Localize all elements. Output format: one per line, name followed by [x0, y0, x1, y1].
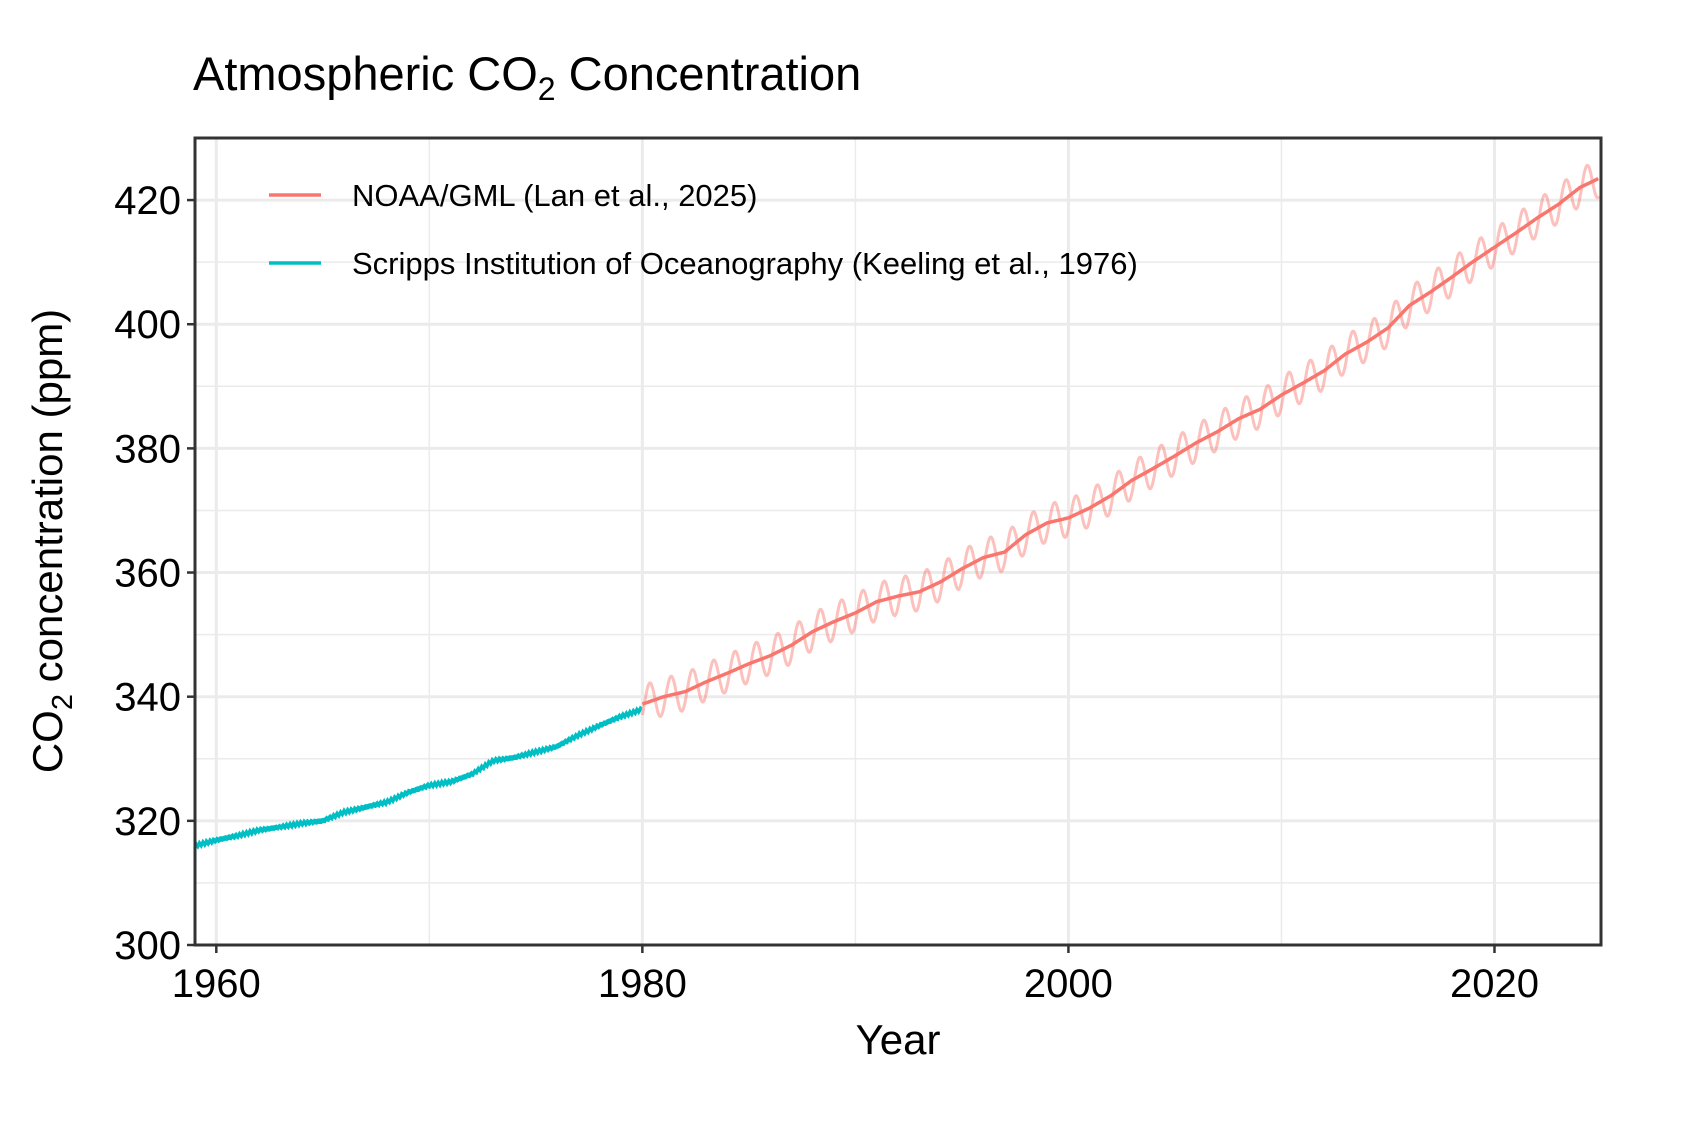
x-axis-label: Year	[856, 1016, 941, 1063]
legend-label-noaa: NOAA/GML (Lan et al., 2025)	[352, 178, 757, 213]
y-tick-label: 300	[114, 924, 181, 968]
y-tick-label: 420	[114, 179, 181, 223]
chart-title: Atmospheric CO2 Concentration	[193, 47, 861, 107]
axis-ticks: 1960 1980 2000 2020 300 320 340 360 380 400 420	[114, 179, 1539, 1006]
series-lines	[193, 163, 1601, 850]
y-tick-label: 400	[114, 303, 181, 347]
y-tick-label: 360	[114, 552, 181, 596]
y-tick-label: 340	[114, 676, 181, 720]
y-tick-label: 380	[114, 427, 181, 471]
x-tick-label: 1980	[598, 962, 687, 1006]
y-axis-label: CO2 concentration (ppm)	[24, 309, 79, 773]
legend-label-scripps: Scripps Institution of Oceanography (Kee…	[352, 246, 1138, 281]
x-tick-label: 2020	[1450, 962, 1539, 1006]
legend: NOAA/GML (Lan et al., 2025) Scripps Inst…	[269, 178, 1138, 281]
y-tick-label: 320	[114, 800, 181, 844]
x-tick-label: 1960	[172, 962, 261, 1006]
x-tick-label: 2000	[1024, 962, 1113, 1006]
plot-border	[193, 136, 1603, 947]
trend-line-0	[641, 177, 1600, 706]
seasonal-line-0	[640, 163, 1601, 719]
trend-line-1	[193, 705, 643, 850]
